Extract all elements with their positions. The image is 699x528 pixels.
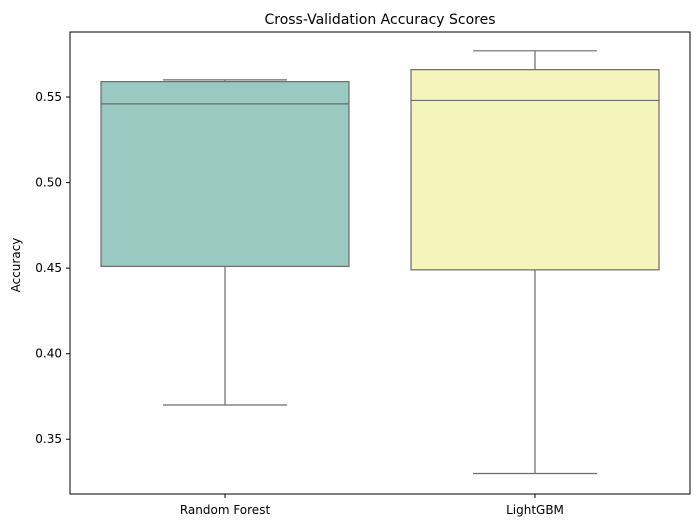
box-group	[410, 50, 660, 475]
box-iqr	[100, 81, 350, 268]
x-tick-label: LightGBM	[506, 503, 564, 517]
box-group	[100, 79, 350, 406]
x-tick-label: Random Forest	[180, 503, 271, 517]
y-axis-label: Accuracy	[9, 238, 23, 293]
x-axis: Random Forest LightGBM	[180, 494, 564, 517]
y-tick-label: 0.35	[35, 432, 62, 446]
box-iqr	[410, 69, 660, 271]
y-axis: 0.35 0.40 0.45 0.50 0.55	[35, 90, 70, 446]
y-tick-label: 0.40	[35, 347, 62, 361]
chart-title: Cross-Validation Accuracy Scores	[264, 12, 495, 28]
plot-frame	[69, 31, 691, 495]
y-tick-label: 0.50	[35, 176, 62, 190]
y-tick-label: 0.45	[35, 261, 62, 275]
boxes-layer	[100, 50, 660, 475]
y-tick-label: 0.55	[35, 90, 62, 104]
